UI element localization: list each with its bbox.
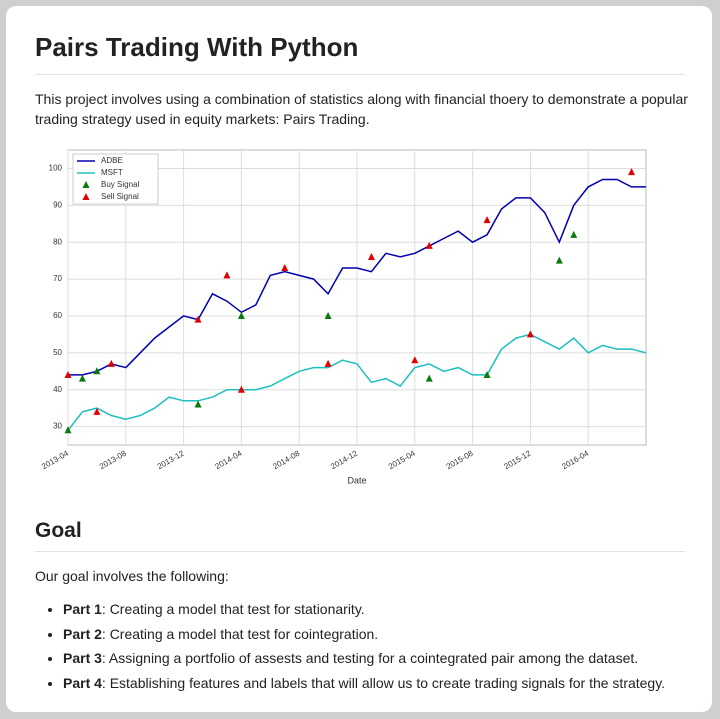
legend-label: MSFT	[101, 168, 123, 177]
legend-label: Buy Signal	[101, 180, 139, 189]
signal-marker	[324, 359, 332, 367]
item-label: Part 2	[63, 625, 102, 642]
item-label: Part 3	[63, 650, 102, 667]
page-title: Pairs Trading With Python	[35, 32, 359, 62]
price-line	[67, 333, 647, 431]
y-tick-label: 90	[53, 200, 62, 209]
signal-marker	[425, 374, 433, 382]
signal-marker	[64, 426, 72, 434]
intro-text: This project involves using a combinatio…	[35, 91, 688, 127]
signal-marker	[483, 370, 491, 378]
legend-label: ADBE	[101, 156, 123, 165]
signal-marker	[281, 264, 289, 271]
signal-marker	[555, 256, 563, 264]
lead-text: Our goal involves the following:	[35, 568, 229, 584]
item-text: : Establishing features and labels that …	[101, 674, 666, 691]
signal-marker	[526, 330, 534, 338]
x-tick-label: 2015-04	[387, 448, 417, 471]
legend: ADBE MSFT Buy Signal Sell Signal	[72, 153, 159, 205]
x-tick-label: 2016-04	[560, 448, 590, 471]
item-text: : Creating a model that test for cointeg…	[101, 625, 379, 642]
signal-marker	[107, 359, 115, 367]
legend-swatch	[82, 181, 90, 188]
legend-label: Sell Signal	[101, 192, 139, 201]
signal-marker	[483, 216, 491, 224]
signal-marker	[324, 311, 332, 319]
price-line	[68, 178, 646, 376]
signal-marker	[93, 367, 101, 375]
x-tick-label: 2013-12	[156, 448, 186, 471]
item-text: : Creating a model that test for station…	[101, 601, 365, 617]
signal-marker	[194, 315, 202, 323]
goal-list: Part 1: Creating a model that test for s…	[35, 597, 665, 695]
section-heading: Goal	[35, 519, 82, 542]
legend-swatch	[82, 193, 90, 200]
y-tick-label: 60	[53, 311, 62, 320]
x-tick-label: 2013-08	[98, 448, 128, 471]
y-tick-label: 40	[53, 385, 62, 394]
item-text: : Assigning a portfolio of assests and t…	[101, 650, 639, 667]
y-tick-label: 100	[49, 164, 63, 173]
signal-marker	[411, 356, 419, 364]
item-label: Part 4	[63, 674, 102, 691]
item-label: Part 1	[63, 601, 102, 617]
divider	[35, 551, 685, 552]
signal-marker	[64, 370, 72, 378]
y-tick-label: 70	[53, 274, 62, 283]
signal-marker	[367, 252, 375, 260]
signal-marker	[237, 311, 245, 319]
signal-marker	[425, 241, 433, 249]
signal-marker	[223, 271, 231, 279]
x-tick-label: 2015-08	[445, 448, 475, 471]
x-tick-label: 2013-04	[40, 448, 70, 471]
signal-marker	[194, 400, 202, 408]
x-tick-label: 2015-12	[503, 448, 533, 471]
signal-marker	[237, 385, 245, 393]
x-axis-label: Date	[347, 475, 366, 485]
signal-marker	[93, 407, 101, 415]
chart: 30 40 50 60 70 80 90 100 2013-04 2013-08 2013-12 20…	[40, 149, 647, 485]
goal-item: Part 4: Establishing features and labels…	[63, 671, 665, 696]
x-tick-label: 2014-08	[271, 448, 301, 471]
x-tick-label: 2014-12	[329, 448, 359, 471]
y-tick-label: 30	[53, 422, 62, 431]
divider	[35, 74, 685, 75]
signal-marker	[570, 230, 578, 238]
signal-marker	[628, 168, 636, 176]
goal-item: Part 3: Assigning a portfolio of assests…	[63, 646, 665, 671]
y-tick-label: 50	[53, 348, 62, 357]
goal-item: Part 2: Creating a model that test for c…	[63, 622, 665, 647]
y-tick-label: 80	[53, 237, 62, 246]
goal-item: Part 1: Creating a model that test for s…	[63, 597, 665, 622]
signal-marker	[78, 374, 86, 382]
x-tick-label: 2014-04	[214, 448, 244, 471]
